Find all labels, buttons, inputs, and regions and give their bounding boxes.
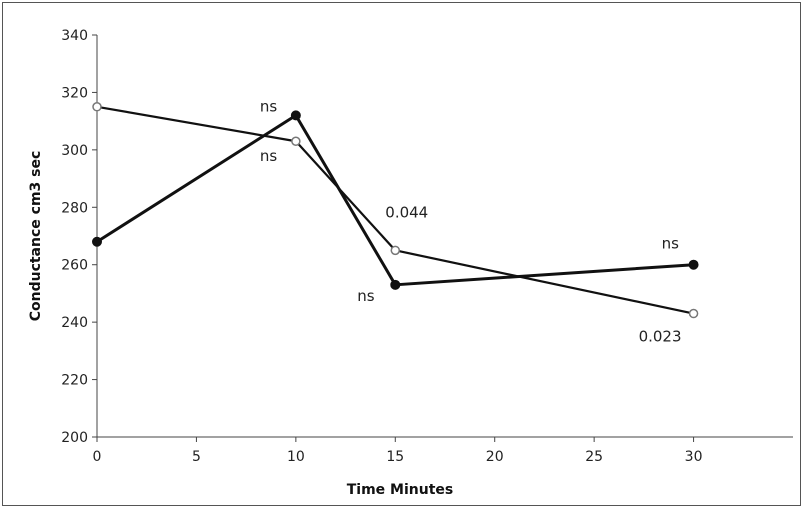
data-point (291, 136, 301, 146)
x-tick-label: 20 (486, 449, 504, 465)
y-tick-label: 320 (61, 85, 88, 101)
x-tick-label: 0 (93, 449, 102, 465)
data-annotation: 0.023 (639, 328, 682, 346)
data-point (92, 102, 102, 112)
data-point (92, 236, 102, 247)
y-tick-label: 300 (61, 143, 88, 159)
x-tick-label: 25 (585, 449, 603, 465)
annotation-layer: ns ns ns ns 0.044 0.023 (260, 97, 682, 345)
data-annotation: ns (260, 147, 278, 165)
y-tick-label: 340 (61, 28, 88, 44)
data-point (290, 110, 301, 121)
data-annotation: ns (662, 235, 680, 253)
x-tick-label: 10 (287, 449, 305, 465)
y-tick-label: 240 (61, 315, 88, 331)
axes: 200 220 240 260 280 300 320 340 0 5 10 15 20 25 30 (61, 28, 793, 465)
data-point (390, 245, 401, 256)
y-ticks: 200 220 240 260 280 300 320 340 (61, 28, 97, 446)
y-axis-title: Conductance cm3 sec (28, 151, 44, 322)
y-tick-label: 200 (61, 430, 88, 446)
data-point (688, 259, 699, 270)
y-tick-label: 280 (61, 200, 88, 216)
series-1 (92, 110, 699, 290)
series-line (96, 113, 694, 287)
x-ticks: 0 5 10 15 20 25 30 (93, 437, 703, 465)
y-tick-label: 220 (61, 373, 88, 389)
x-axis-title: Time Minutes (347, 482, 454, 498)
data-annotation: ns (260, 97, 278, 115)
data-annotation: 0.044 (385, 203, 428, 221)
data-point (390, 279, 401, 290)
series-2 (92, 102, 699, 319)
series-layer (92, 102, 699, 319)
data-annotation: ns (357, 287, 375, 305)
data-point (688, 308, 699, 319)
series-line (96, 105, 694, 315)
x-tick-label: 15 (386, 449, 404, 465)
y-tick-label: 260 (61, 258, 88, 274)
x-tick-label: 5 (192, 449, 201, 465)
x-tick-label: 30 (685, 449, 703, 465)
